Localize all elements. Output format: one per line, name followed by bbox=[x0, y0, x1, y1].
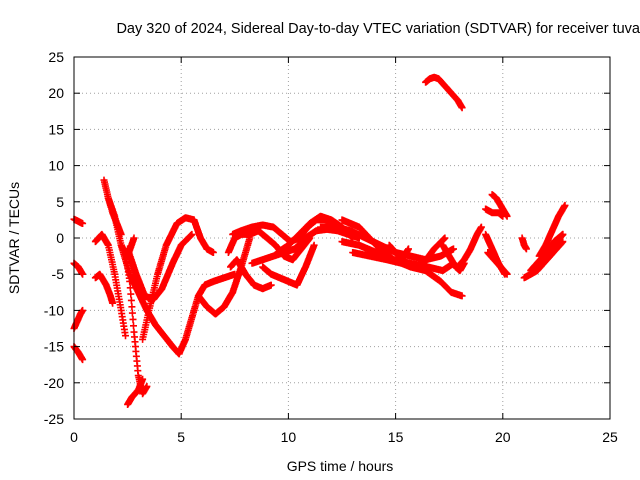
series-arc-33 bbox=[484, 249, 511, 278]
series-arc-38 bbox=[546, 230, 567, 253]
x-tick-label: 20 bbox=[495, 429, 511, 445]
point-markers bbox=[194, 234, 254, 318]
x-tick-label: 25 bbox=[602, 429, 618, 445]
y-tick-label: 20 bbox=[48, 85, 64, 101]
point-markers bbox=[484, 249, 511, 278]
series-arc-25 bbox=[349, 234, 449, 271]
point-markers bbox=[139, 214, 217, 343]
point-markers bbox=[227, 256, 275, 293]
x-tick-label: 5 bbox=[177, 429, 185, 445]
series-arc-27 bbox=[439, 241, 468, 275]
series-arc-5 bbox=[91, 270, 117, 307]
series-arc-10 bbox=[124, 375, 147, 408]
grid bbox=[74, 57, 610, 419]
series-arc-34 bbox=[518, 234, 530, 253]
series-arc-15 bbox=[194, 234, 254, 318]
point-markers bbox=[124, 230, 196, 303]
x-tick-label: 0 bbox=[70, 429, 78, 445]
series-arc-30 bbox=[482, 205, 507, 220]
point-markers bbox=[546, 230, 567, 253]
point-markers bbox=[535, 201, 569, 260]
y-axis-label: SDTVAR / TECUs bbox=[6, 182, 22, 294]
y-tick-label: -25 bbox=[44, 411, 64, 427]
series-arc-28 bbox=[454, 223, 485, 271]
point-markers bbox=[518, 234, 530, 253]
axis-ticks: 0 5 10 15 20 25 -25 -20 -15 -10 -5 0 5 10 15 20 25 bbox=[44, 49, 618, 445]
series-arc-35 bbox=[520, 238, 567, 282]
series-arc-20 bbox=[259, 241, 318, 289]
point-markers bbox=[385, 241, 412, 264]
series-arc-7 bbox=[91, 230, 129, 340]
point-markers bbox=[124, 375, 147, 408]
point-markers bbox=[482, 205, 507, 220]
y-tick-label: 10 bbox=[48, 158, 64, 174]
series-arc-26 bbox=[385, 241, 412, 264]
series-arc-31 bbox=[488, 191, 511, 220]
point-markers bbox=[422, 73, 466, 112]
series-arc-37 bbox=[535, 201, 569, 260]
chart-title: Day 320 of 2024, Sidereal Day-to-day VTE… bbox=[116, 21, 640, 37]
point-markers bbox=[349, 234, 449, 271]
y-tick-label: -10 bbox=[44, 302, 64, 318]
data-series bbox=[70, 73, 569, 408]
y-tick-label: 0 bbox=[56, 230, 64, 246]
series-arc-29 bbox=[422, 73, 466, 112]
point-markers bbox=[454, 223, 485, 271]
point-markers bbox=[439, 241, 468, 275]
series-arc-16 bbox=[227, 256, 275, 293]
point-markers bbox=[520, 238, 567, 282]
y-tick-label: -5 bbox=[52, 266, 65, 282]
series-arc-13 bbox=[117, 241, 183, 358]
y-tick-label: -20 bbox=[44, 375, 64, 391]
point-markers bbox=[117, 241, 183, 358]
x-tick-label: 15 bbox=[388, 429, 404, 445]
point-markers bbox=[91, 230, 129, 340]
point-markers bbox=[259, 241, 318, 289]
y-tick-label: 25 bbox=[48, 49, 64, 65]
x-tick-label: 10 bbox=[281, 429, 297, 445]
point-markers bbox=[91, 270, 117, 307]
series-arc-11 bbox=[139, 214, 217, 343]
y-tick-label: 15 bbox=[48, 121, 64, 137]
series-arc-12 bbox=[124, 230, 196, 303]
y-tick-label: -15 bbox=[44, 339, 64, 355]
x-axis-label: GPS time / hours bbox=[287, 458, 394, 474]
point-markers bbox=[488, 191, 511, 220]
y-tick-label: 5 bbox=[56, 194, 64, 210]
